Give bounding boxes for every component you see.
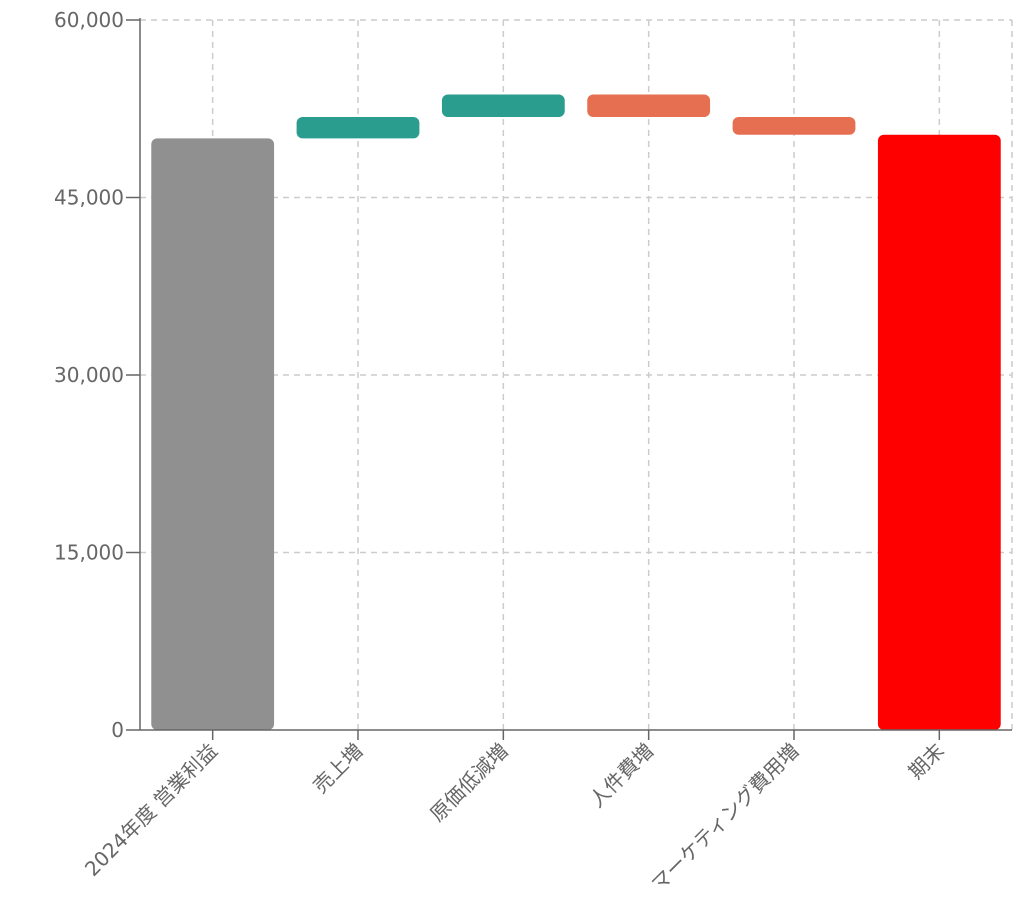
bar-decrease: [587, 94, 711, 118]
axes: [139, 18, 1012, 731]
y-tick-label: 30,000: [54, 363, 124, 387]
y-tick-label: 0: [111, 718, 124, 742]
y-tick-label: 15,000: [54, 541, 124, 565]
bar-increase: [441, 94, 565, 118]
x-tick-label: 2024年度 営業利益: [80, 739, 222, 881]
x-tick-label: 人件費増: [585, 739, 659, 813]
bar-increase: [296, 117, 420, 139]
bar-total: [877, 134, 1001, 731]
bar-total: [151, 138, 275, 731]
y-axis-ticks: 0 15,000 30,000 45,000 60,000: [54, 8, 140, 742]
y-tick-label: 60,000: [54, 8, 124, 32]
x-tick-label: 原価低減増: [425, 739, 513, 827]
y-tick-label: 45,000: [54, 186, 124, 210]
bar-decrease: [732, 117, 856, 135]
x-tick-label: 期末: [904, 739, 949, 784]
x-tick-label: 売上増: [308, 739, 367, 798]
bars: [151, 94, 1001, 731]
x-tick-label: マーケティング費用増: [646, 739, 803, 896]
